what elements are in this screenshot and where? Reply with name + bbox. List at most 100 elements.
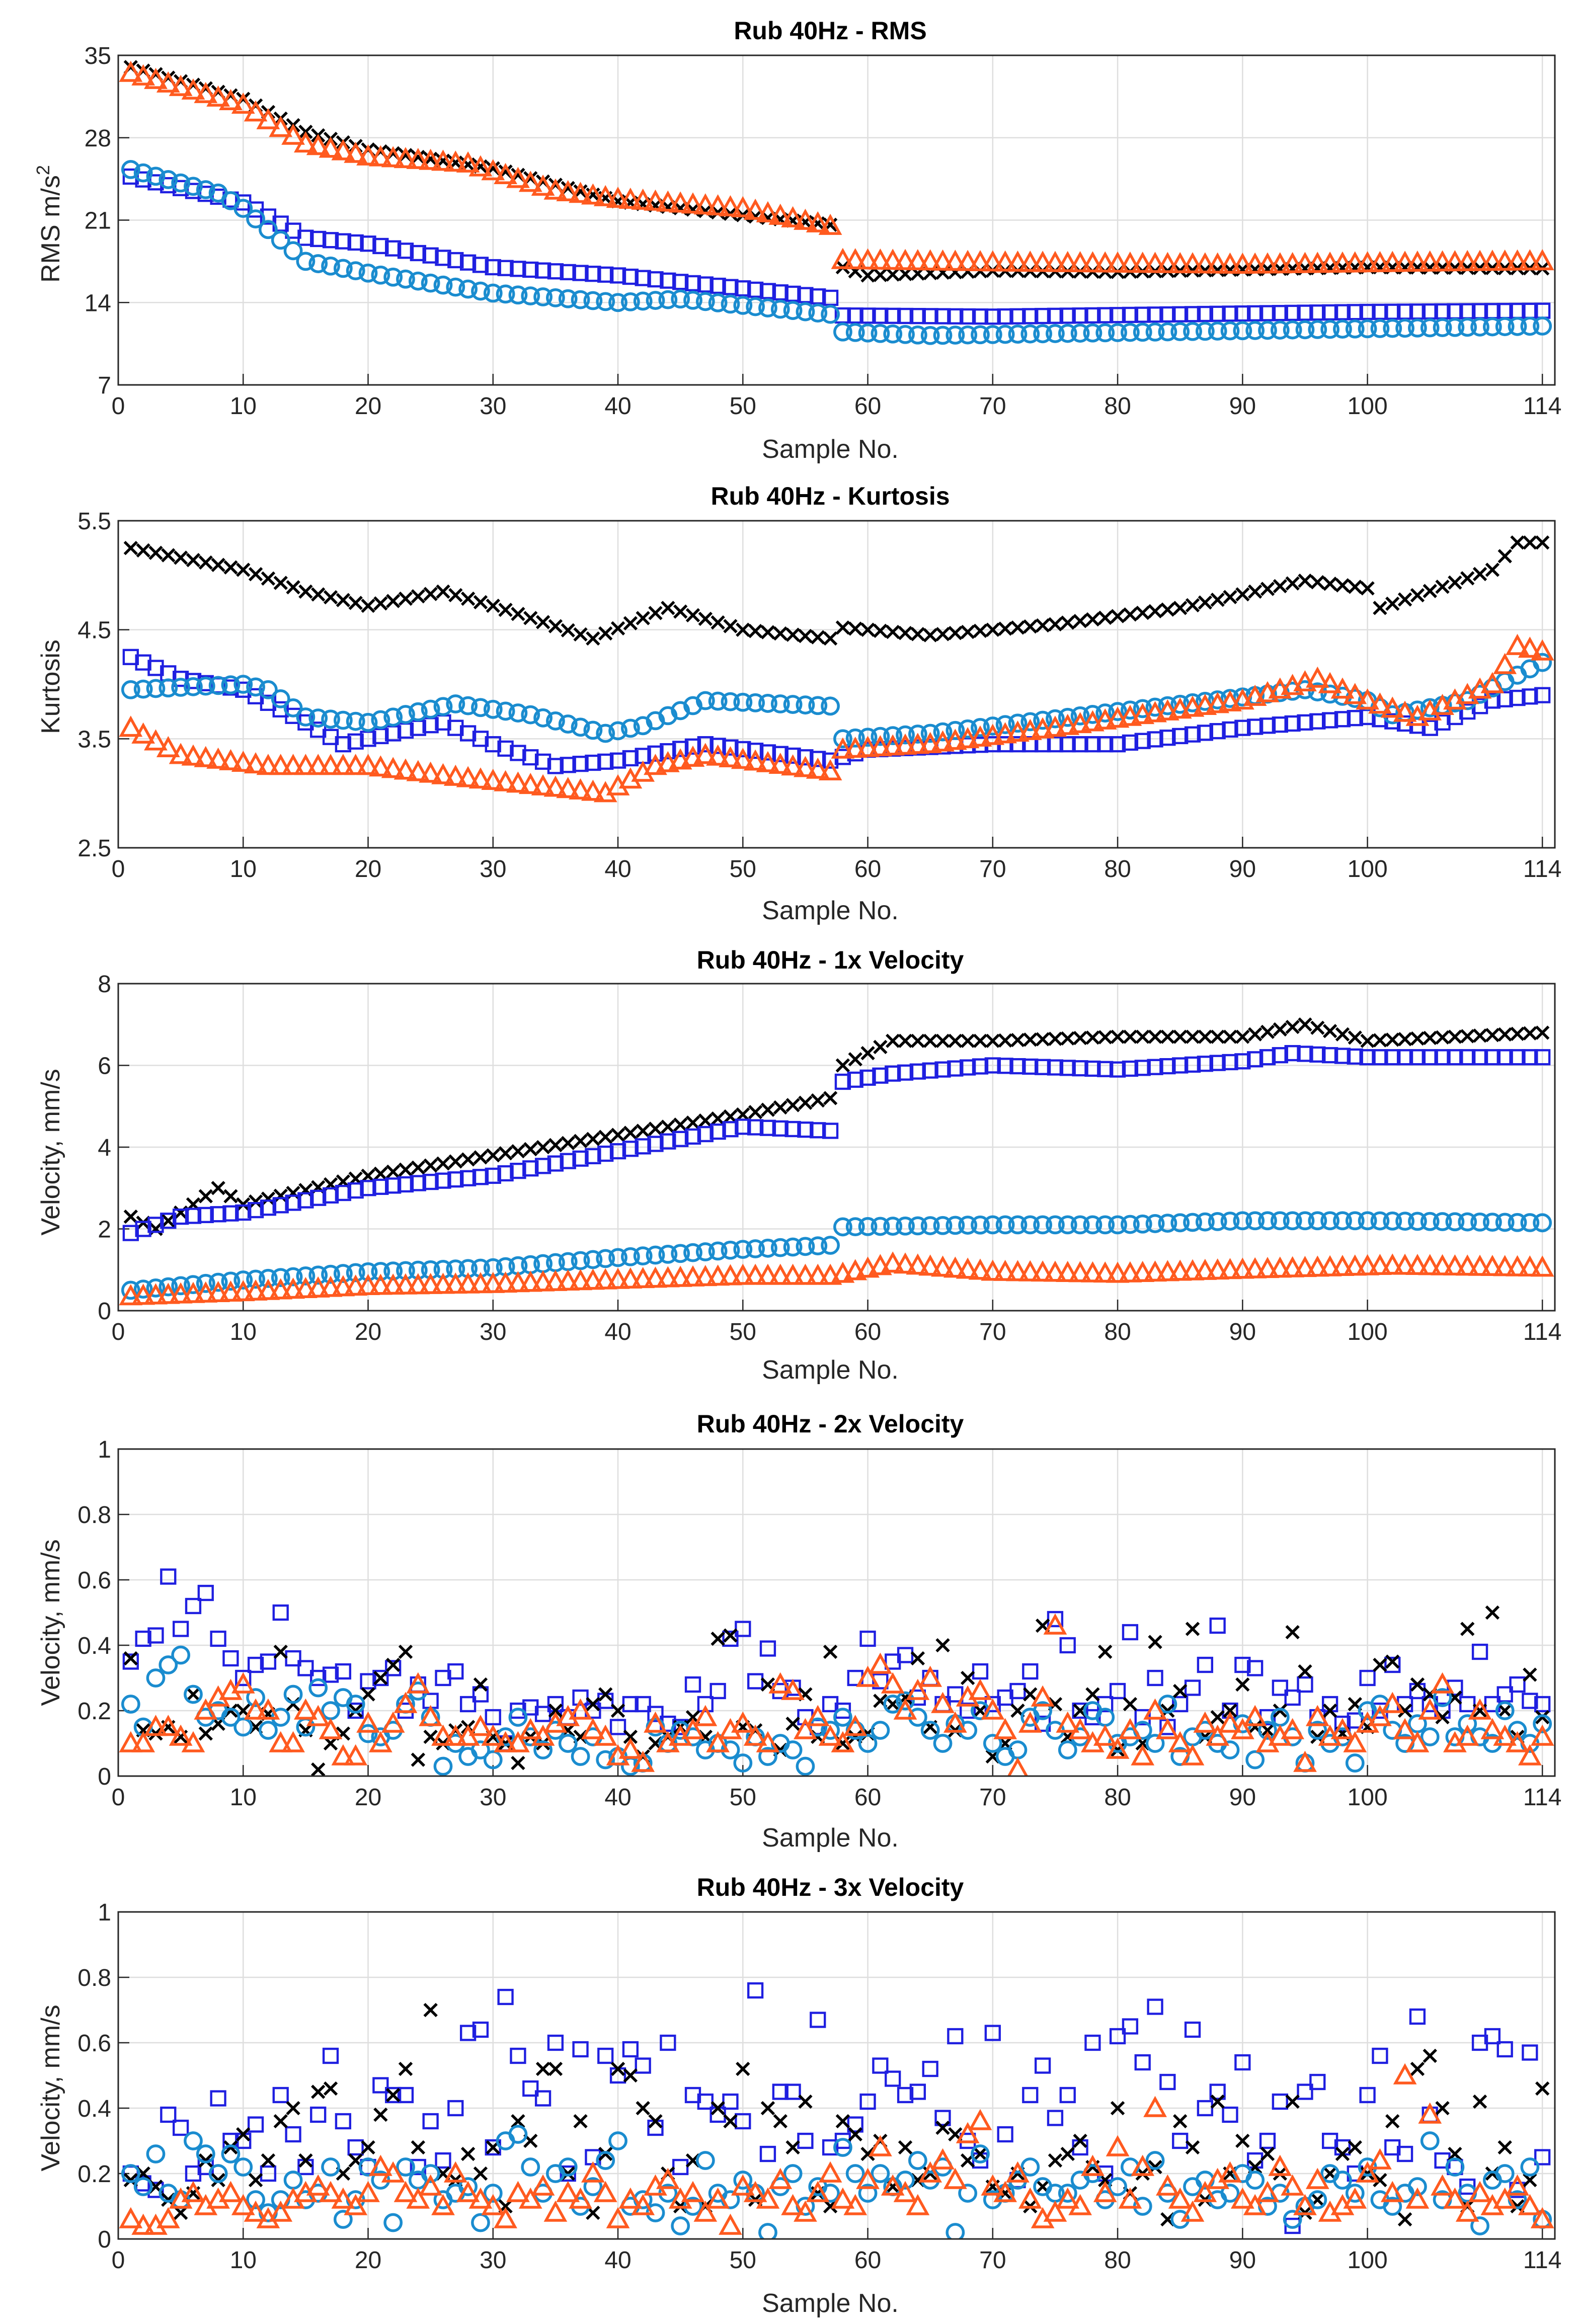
cyan-circle-marker	[1208, 1212, 1227, 1231]
orange-triangle-marker	[1368, 2148, 1392, 2170]
orange-triangle-marker	[1380, 251, 1404, 272]
orange-triangle-marker	[581, 183, 605, 205]
blue-square-marker	[822, 1123, 839, 1139]
orange-triangle-marker	[144, 729, 168, 751]
orange-triangle-marker	[1356, 2161, 1379, 2183]
blue-square-marker	[1434, 1049, 1451, 1066]
cyan-circle-marker	[321, 709, 340, 729]
black-x-marker	[1048, 1031, 1063, 1046]
orange-triangle-marker	[1330, 677, 1355, 699]
orange-triangle-marker	[743, 1263, 767, 1285]
black-x-marker	[548, 619, 563, 633]
blue-square-marker	[1197, 1056, 1214, 1072]
black-x-marker	[1035, 618, 1050, 633]
orange-triangle-marker	[781, 2194, 805, 2215]
orange-triangle-marker	[368, 755, 392, 777]
orange-triangle-marker	[331, 754, 355, 775]
orange-triangle-marker	[1530, 1255, 1554, 1277]
cyan-circle-marker	[458, 279, 478, 299]
black-x-marker	[1273, 1022, 1288, 1037]
orange-triangle-marker	[1206, 1258, 1230, 1280]
orange-triangle-marker	[693, 1705, 718, 1726]
black-x-marker	[636, 2101, 650, 2116]
orange-triangle-marker	[681, 192, 705, 214]
cyan-circle-marker	[1495, 1213, 1515, 1232]
y-tick-label: 6	[98, 1053, 111, 1080]
blue-square-marker	[385, 1177, 402, 1194]
cyan-circle-marker	[433, 1756, 453, 1776]
orange-triangle-marker	[331, 1744, 355, 1766]
cyan-circle-marker	[770, 694, 790, 713]
orange-triangle-marker	[1193, 2181, 1217, 2202]
blue-square-marker	[747, 743, 764, 759]
blue-square-marker	[1197, 1656, 1214, 1673]
orange-triangle-marker	[881, 249, 905, 270]
orange-triangle-marker	[244, 2200, 268, 2222]
cyan-circle-marker	[1445, 1212, 1465, 1232]
orange-triangle-marker	[869, 1254, 892, 1275]
black-x-marker	[548, 2061, 563, 2076]
cyan-circle-marker	[671, 701, 690, 720]
orange-triangle-marker	[731, 2174, 755, 2196]
orange-triangle-marker	[1393, 1718, 1417, 1739]
orange-triangle-marker	[1305, 252, 1329, 273]
black-x-marker	[448, 588, 463, 603]
velocity-3x-x-label: Sample No.	[762, 2289, 899, 2318]
orange-triangle-marker	[618, 187, 643, 209]
cyan-circle-marker	[259, 1721, 278, 1740]
black-x-marker	[1460, 1622, 1475, 1636]
orange-triangle-marker	[1218, 2161, 1242, 2183]
cyan-circle-marker	[871, 1217, 890, 1236]
orange-triangle-marker	[518, 1270, 542, 1292]
orange-triangle-marker	[156, 1715, 180, 1736]
black-x-marker	[123, 540, 138, 555]
black-x-marker	[436, 1156, 450, 1171]
orange-triangle-marker	[319, 1718, 343, 1739]
orange-triangle-marker	[219, 1280, 243, 1302]
orange-triangle-marker	[1018, 1260, 1042, 1281]
orange-triangle-marker	[206, 1280, 230, 1302]
cyan-circle-marker	[159, 1655, 178, 1674]
blue-square-marker	[272, 1197, 289, 1214]
orange-triangle-marker	[1343, 1731, 1367, 1752]
orange-triangle-marker	[344, 141, 368, 163]
cyan-circle-marker	[908, 1216, 927, 1236]
orange-triangle-marker	[481, 1724, 505, 1746]
orange-triangle-marker	[468, 2187, 493, 2209]
cyan-circle-marker	[483, 1750, 503, 1770]
blue-square-marker	[947, 308, 964, 325]
black-x-marker	[523, 1142, 538, 1157]
blue-square-marker	[1159, 730, 1176, 746]
black-x-marker	[873, 623, 888, 638]
black-x-marker	[1410, 2061, 1425, 2076]
cyan-circle-marker	[146, 167, 166, 186]
cyan-circle-marker	[758, 298, 777, 317]
black-x-marker	[1448, 261, 1462, 275]
orange-triangle-marker	[1031, 251, 1055, 272]
black-x-marker	[898, 625, 913, 640]
blue-square-marker	[347, 1182, 364, 1199]
x-tick-label: 90	[1229, 1319, 1256, 1345]
blue-square-marker	[547, 263, 564, 280]
cyan-circle-marker	[358, 263, 378, 283]
cyan-circle-marker	[1258, 1211, 1277, 1231]
orange-triangle-marker	[569, 2187, 592, 2209]
black-x-marker	[1348, 1030, 1362, 1045]
orange-triangle-marker	[556, 777, 580, 798]
orange-triangle-marker	[569, 1698, 592, 1720]
blue-square-marker	[1009, 1058, 1026, 1075]
black-x-marker	[1285, 576, 1300, 591]
blue-square-marker	[472, 2021, 489, 2038]
cyan-circle-marker	[1358, 319, 1377, 339]
blue-square-marker	[1222, 1054, 1238, 1071]
velocity-2x-data-points	[119, 1568, 1554, 1776]
black-x-marker	[548, 1703, 563, 1718]
blue-square-marker	[1209, 1617, 1226, 1634]
orange-triangle-marker	[256, 108, 280, 129]
cyan-circle-marker	[1533, 1213, 1552, 1233]
black-x-marker	[811, 630, 825, 645]
orange-triangle-marker	[1018, 1711, 1042, 1733]
orange-triangle-marker	[506, 167, 530, 188]
cyan-circle-marker	[184, 177, 203, 196]
x-tick-label: 10	[230, 2247, 257, 2274]
